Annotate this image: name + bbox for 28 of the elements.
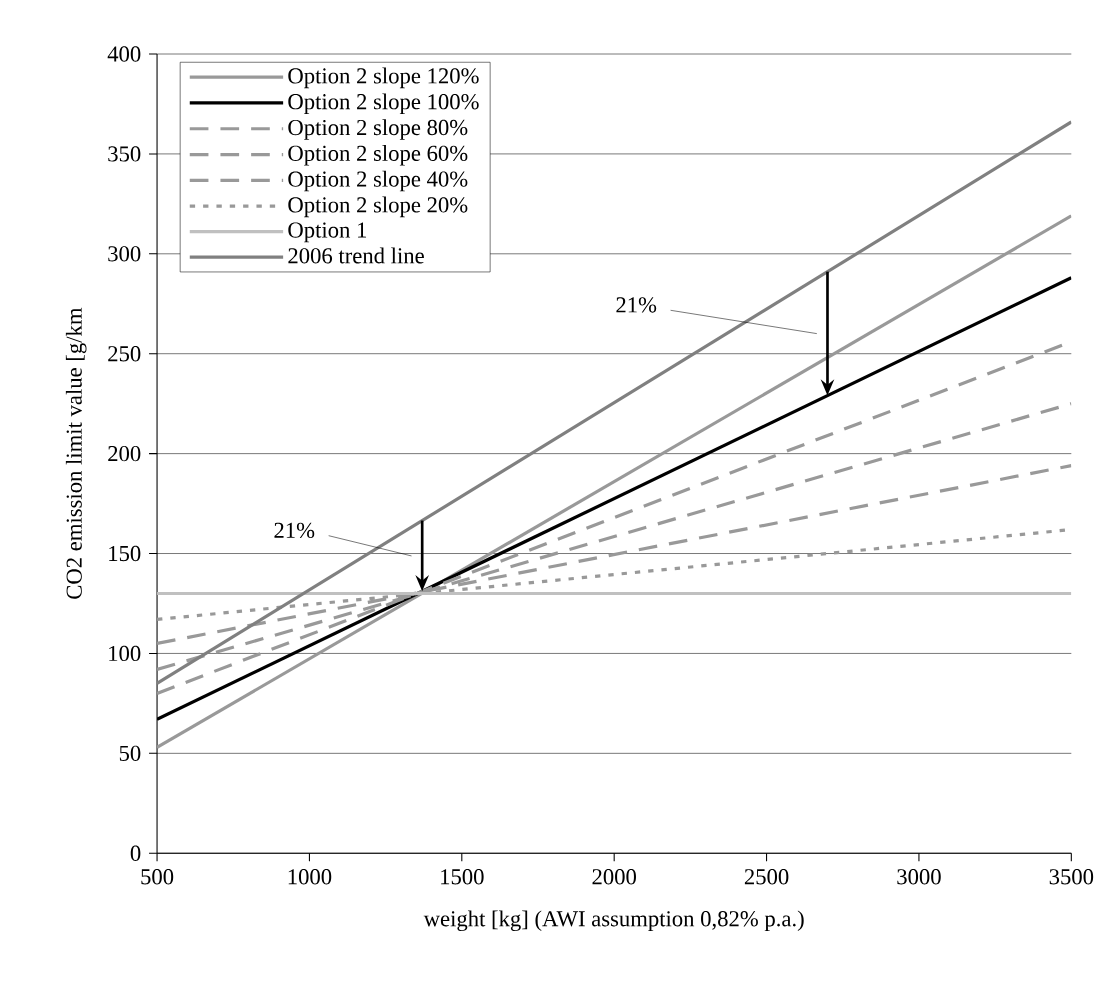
y-tick-label: 100 [109, 645, 141, 661]
x-tick-label: 3500 [1049, 868, 1094, 885]
x-tick-label: 500 [141, 868, 174, 885]
x-tick-label: 1000 [288, 868, 332, 885]
legend-label: 2006 trend line [288, 247, 424, 264]
y-tick-label: 0 [130, 845, 141, 861]
legend-label: Option 2 slope 80% [288, 119, 468, 140]
legend-label: Option 2 slope 40% [288, 170, 468, 192]
y-tick-label: 200 [108, 445, 141, 462]
legend-label: Option 2 slope 120% [288, 67, 479, 89]
legend-label: Option 2 slope 100% [288, 93, 479, 114]
y-tick-label: 300 [108, 246, 141, 262]
x-tick-label: 2000 [592, 868, 636, 885]
legend-label: Option 2 slope 20% [288, 196, 468, 218]
x-tick-label: 1500 [441, 868, 484, 885]
y-tick-label: 350 [108, 146, 141, 162]
y-tick-label: 50 [119, 745, 141, 761]
y-tick-label: 250 [108, 345, 141, 362]
y-tick-label: 150 [109, 545, 141, 562]
y-axis-title: CO2 emission limit value [g/km [65, 307, 87, 599]
legend-label: Option 2 slope 60% [288, 144, 468, 166]
annotation: 21% [616, 297, 657, 313]
legend-label: Option 1 [288, 222, 367, 243]
x-tick-label: 2500 [744, 868, 789, 885]
y-tick-label: 400 [107, 46, 141, 62]
x-axis-title: weight [kg] (AWI assumption 0,82% p.a.) [423, 910, 804, 931]
x-tick-label: 3000 [897, 868, 941, 885]
annotation: 21% [274, 522, 315, 538]
